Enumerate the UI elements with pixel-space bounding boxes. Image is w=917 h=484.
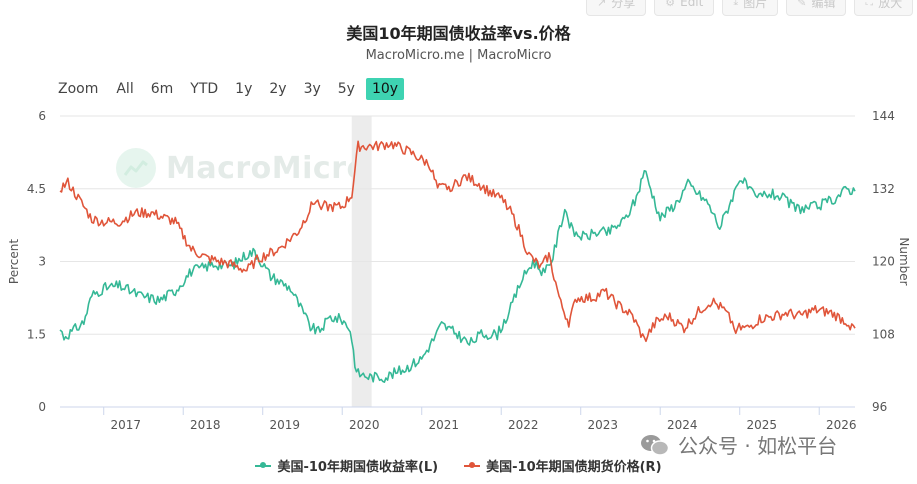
y-right-tick-label: 144 [872,109,895,123]
chart-subtitle: MacroMicro.me | MacroMicro [365,48,552,63]
y-left-tick-label: 0 [38,400,46,414]
range-selector: Zoom All 6m YTD 1y 2y 3y 5y 10y [58,78,409,100]
x-tick-label: 2018 [190,418,221,432]
settings-button[interactable]: ⚙ Edit [654,0,715,16]
toolbar-label: Edit [680,0,704,9]
x-tick-label: 2024 [667,418,698,432]
x-tick-label: 2019 [269,418,300,432]
wechat-icon [640,433,670,457]
chart-legend: 美国-10年期国债收益率(L) 美国-10年期国债期货价格(R) [0,456,917,475]
download-icon: ⤓ [733,0,739,8]
x-tick-label: 2023 [587,418,618,432]
range-button-ytd[interactable]: YTD [190,81,219,97]
expand-button[interactable]: ⛶ 放大 [854,0,914,16]
x-tick-label: 2025 [746,418,777,432]
range-button-2y[interactable]: 2y [269,81,287,97]
x-tick-label: 2021 [428,418,459,432]
download-button[interactable]: ⤓ 图片 [722,0,779,16]
chart-title: 美国10年期国债收益率vs.价格 [346,24,571,43]
y-left-tick-label: 1.5 [27,327,46,341]
legend-label: 美国-10年期国债期货价格(R) [486,460,662,475]
macromicro-logo-icon [116,148,156,188]
watermark-text: MacroMicro [166,150,368,186]
legend-item[interactable]: 美国-10年期国债收益率(L) [255,456,438,475]
range-button-10y[interactable]: 10y [365,78,405,100]
x-tick-label: 2017 [110,418,141,432]
x-tick-label: 2026 [826,418,857,432]
settings-icon: ⚙ [665,0,676,9]
macromicro-watermark: MacroMicro [116,148,368,188]
toolbar-label: 图片 [743,0,768,10]
range-button-3y[interactable]: 3y [303,81,321,97]
y-left-axis-title: Percent [7,239,21,284]
edit-icon: ✎ [797,0,807,9]
expand-icon: ⛶ [865,0,874,8]
y-left-tick-label: 6 [38,109,46,123]
share-button[interactable]: ↗ 分享 [586,0,647,16]
x-tick-label: 2022 [508,418,539,432]
toolbar-label: 编辑 [811,0,836,10]
share-icon: ↗ [597,0,607,9]
footer-watermark-text: 公众号 · 如松平台 [678,434,838,458]
y-left-tick-label: 4.5 [27,182,46,196]
zoom-label: Zoom [58,81,99,97]
legend-label: 美国-10年期国债收益率(L) [277,460,439,475]
range-button-all[interactable]: All [116,81,134,97]
chart-toolbar: ↗ 分享 ⚙ Edit ⤓ 图片 ✎ 编辑 ⛶ 放大 [586,0,914,16]
toolbar-label: 分享 [611,0,636,10]
range-button-1y[interactable]: 1y [235,81,253,97]
legend-swatch [255,461,272,468]
toolbar-label: 放大 [878,0,903,10]
y-right-tick-label: 108 [872,327,895,341]
legend-item[interactable]: 美国-10年期国债期货价格(R) [464,456,662,475]
range-button-6m[interactable]: 6m [150,81,174,97]
y-left-tick-label: 3 [38,255,46,269]
edit-button[interactable]: ✎ 编辑 [786,0,847,16]
footer-watermark: 公众号 · 如松平台 [640,430,837,459]
range-button-5y[interactable]: 5y [337,81,355,97]
y-right-tick-label: 120 [872,255,895,269]
y-right-tick-label: 132 [872,182,895,196]
y-right-tick-label: 96 [872,400,887,414]
price-series-line [59,140,856,343]
yield-series-line [59,170,856,383]
x-tick-label: 2020 [349,418,380,432]
y-right-axis-title: Number [897,237,911,285]
legend-swatch [464,461,481,468]
